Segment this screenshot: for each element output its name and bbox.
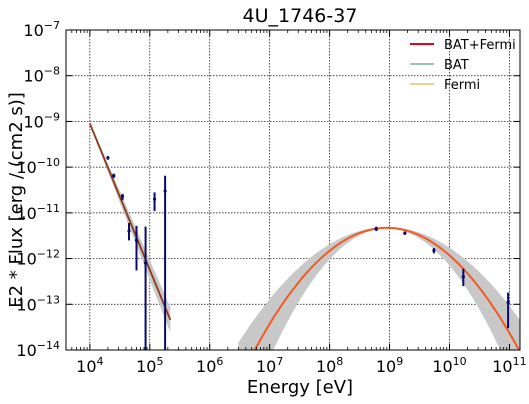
plot-area: 104 105 106 107 108 109 1010 1011 10−14 10−13 10−1… — [16, 19, 526, 376]
point-marker — [432, 248, 436, 253]
y-tick-label: 10−9 — [23, 110, 60, 131]
point-marker — [120, 194, 125, 198]
x-tick-label: 1010 — [432, 355, 466, 376]
x-tick-label: 109 — [376, 355, 403, 376]
point-marker — [163, 189, 167, 193]
data-point — [163, 175, 167, 350]
data-point — [127, 222, 131, 241]
data-point — [403, 231, 407, 235]
chart-title: 4U_1746-37 — [243, 5, 358, 27]
x-tick-label: 106 — [196, 355, 223, 376]
legend: BAT+Fermi BAT Fermi — [410, 38, 516, 93]
data-point — [152, 192, 157, 211]
y-tick-label: 10−8 — [23, 65, 60, 86]
point-marker — [152, 197, 157, 201]
fermi-uncertainty-band — [238, 227, 520, 350]
data-point — [432, 248, 436, 254]
data-point — [106, 156, 110, 160]
plot-frame — [65, 29, 521, 351]
x-tick-label: 108 — [316, 355, 343, 376]
y-tick-label: 10−7 — [23, 19, 60, 40]
point-marker — [403, 231, 407, 235]
point-marker — [143, 261, 148, 265]
point-marker — [106, 156, 110, 160]
y-axis-label: E2 * Flux [erg / (cm2 s)] — [6, 92, 27, 308]
x-tick-label: 104 — [76, 355, 103, 376]
x-tick-label: 105 — [136, 355, 163, 376]
legend-label: BAT+Fermi — [444, 38, 516, 53]
point-marker — [461, 275, 465, 279]
data-point — [461, 268, 465, 287]
y-tick-label: 10−14 — [16, 339, 60, 360]
bat-model-line — [89, 123, 172, 321]
y-tick-label: 10−12 — [16, 248, 60, 269]
legend-label: Fermi — [444, 78, 480, 93]
legend-label: BAT — [444, 58, 469, 73]
data-point — [120, 193, 125, 201]
point-marker — [112, 174, 116, 178]
point-marker — [374, 227, 378, 231]
data-point — [143, 226, 148, 350]
y-tick-label: 10−13 — [16, 293, 60, 314]
data-point — [506, 292, 510, 329]
point-marker — [134, 238, 139, 242]
point-marker — [506, 300, 510, 304]
data-point — [374, 226, 378, 232]
x-tick-label: 1011 — [492, 355, 526, 376]
plot-content — [66, 30, 520, 350]
y-tick-label: 10−10 — [16, 156, 60, 177]
data-point — [112, 173, 116, 178]
fermi-model-line — [253, 226, 520, 350]
data-point — [134, 225, 139, 271]
x-axis-label: Energy [eV] — [247, 377, 353, 398]
y-tick-label: 10−11 — [16, 202, 60, 223]
point-marker — [127, 229, 131, 233]
x-tick-label: 107 — [256, 355, 283, 376]
